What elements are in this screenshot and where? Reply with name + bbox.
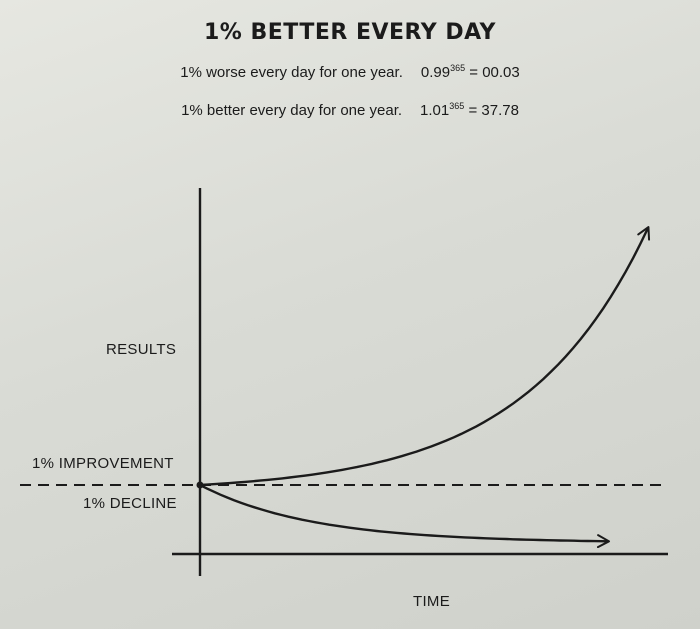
y-axis-label: RESULTS <box>106 341 177 358</box>
chart-title: 1% BETTER EVERY DAY <box>204 20 496 45</box>
formula-worse: 1% worse every day for one year. 0.99365 … <box>0 63 700 81</box>
formula-worse-result: = 00.03 <box>469 64 520 81</box>
origin-point <box>196 481 204 489</box>
formula-worse-base: 0.99 <box>420 64 451 81</box>
formula-worse-exponent: 365 <box>450 63 466 73</box>
formula-worse-text: 1% worse every day for one year. <box>180 64 403 81</box>
improvement-label: 1% IMPROVEMENT <box>32 455 174 472</box>
formula-better-text: 1% better every day for one year. <box>181 102 403 119</box>
formula-better-exponent: 365 <box>449 101 465 111</box>
formula-better-result: = 37.78 <box>468 102 519 119</box>
series-improvement-line <box>199 226 651 487</box>
formula-better-base: 1.01 <box>420 102 450 119</box>
series-decline-line <box>199 483 610 549</box>
decline-label: 1% DECLINE <box>83 495 177 512</box>
formula-better: 1% better every day for one year. 1.01365… <box>0 101 700 119</box>
x-axis-label: TIME <box>413 593 451 610</box>
